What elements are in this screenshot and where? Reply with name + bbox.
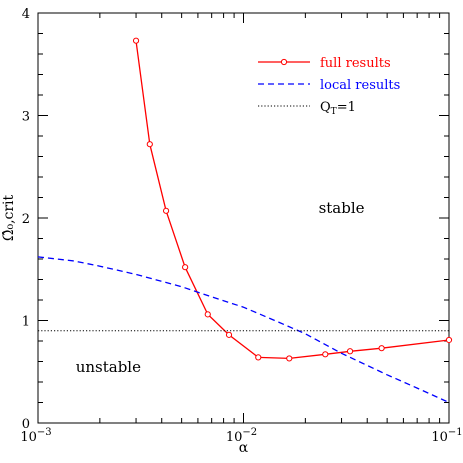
x-axis-label: α	[239, 440, 249, 456]
y-axis-label: Ω̂₀,crit	[1, 194, 17, 241]
legend-marker	[280, 58, 288, 66]
data-point	[182, 264, 189, 271]
data-point	[225, 331, 233, 338]
data-point	[346, 348, 354, 355]
axis-ticks	[37, 12, 450, 424]
y-tick-label: 2	[22, 212, 30, 227]
y-tick-label: 1	[22, 315, 30, 330]
y-tick-label: 0	[22, 417, 30, 432]
data-point	[286, 355, 293, 362]
axis-labels: α Ω̂₀,crit	[1, 194, 249, 456]
y-tick-label: 3	[22, 110, 30, 125]
data-point	[204, 311, 211, 318]
data-point	[445, 336, 453, 344]
y-tick-label: 4	[22, 7, 30, 22]
series-line	[37, 256, 450, 404]
data-point	[146, 141, 153, 148]
series-line	[135, 40, 450, 360]
tick-labels: 10−3 10−2 10−1 0 1 2 3 4	[20, 7, 462, 445]
annotations: stable unstable	[76, 199, 365, 376]
legend-label: QT=1	[320, 100, 356, 117]
data-point	[162, 207, 170, 214]
data-point	[322, 351, 329, 358]
legend-label: local results	[320, 78, 400, 93]
legend-label: full results	[320, 56, 391, 71]
series-layer	[37, 37, 453, 404]
legend: full results local results QT=1	[258, 56, 400, 117]
data-point	[132, 37, 140, 44]
x-tick-label: 10−1	[431, 427, 462, 445]
x-tick-label: 10−3	[20, 427, 51, 445]
data-point	[255, 354, 262, 361]
region-label: stable	[319, 199, 365, 217]
region-label: unstable	[76, 358, 141, 376]
x-tick-label: 10−2	[226, 427, 257, 445]
data-point	[378, 345, 385, 352]
